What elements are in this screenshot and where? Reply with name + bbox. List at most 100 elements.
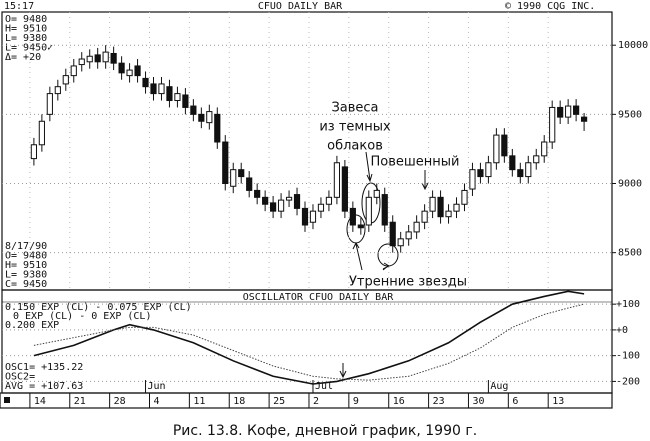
pattern-highlights xyxy=(339,151,429,379)
candle-body xyxy=(325,196,333,205)
y-tick-label: +0 xyxy=(616,325,628,336)
candle-body xyxy=(333,162,341,198)
candle-body xyxy=(349,207,356,226)
info-text: L= 9380 xyxy=(5,270,47,281)
candle-body xyxy=(198,113,205,122)
candle-body xyxy=(94,54,101,63)
candle-body xyxy=(214,113,221,143)
y-tick-label: -200 xyxy=(616,376,640,387)
candle-body xyxy=(461,189,468,205)
candle-body xyxy=(78,58,85,66)
header-text: 15:17 xyxy=(4,1,34,12)
month-label: Jul xyxy=(315,381,333,392)
x-tick-label: 30 xyxy=(472,396,484,407)
candle-body xyxy=(301,207,309,226)
arrow xyxy=(382,262,391,271)
candle-body xyxy=(62,75,69,85)
info-text: L= 9380 xyxy=(5,33,47,44)
oscillator-label: 0 EXP (CL) - 0 EXP (CL) xyxy=(13,311,151,322)
candle-body xyxy=(270,202,277,212)
candle-body xyxy=(166,86,173,102)
candle-body xyxy=(150,83,157,95)
info-text: C= 9450 xyxy=(5,279,47,290)
oscillator-title: OSCILLATOR CFUO DAILY BAR xyxy=(243,292,394,303)
x-tick-label: 2 xyxy=(313,396,319,407)
candle-body xyxy=(509,155,516,171)
candle-body xyxy=(110,52,117,64)
candle-body xyxy=(46,93,53,115)
x-tick-label: 14 xyxy=(34,396,46,407)
x-tick-label: 25 xyxy=(273,396,285,407)
candle-body xyxy=(580,116,588,122)
candle-body xyxy=(445,210,452,218)
candle-body xyxy=(397,238,404,247)
arrow xyxy=(365,151,373,183)
candle-body xyxy=(86,55,93,63)
month-label: Jun xyxy=(148,381,166,392)
info-text: L= 9450✓ xyxy=(5,43,53,54)
candle-body xyxy=(453,203,460,212)
marker xyxy=(4,397,10,403)
info-text: O= 9480 xyxy=(5,251,47,262)
candle-body xyxy=(533,155,540,164)
candle-body xyxy=(190,105,197,115)
month-label: Aug xyxy=(490,381,508,392)
info-text: Δ= +20 xyxy=(5,52,41,63)
candle-body xyxy=(557,106,564,118)
candle-body xyxy=(254,189,261,198)
candle-body xyxy=(429,196,436,212)
candle-body xyxy=(30,144,37,160)
y-tick-label: 10000 xyxy=(618,40,648,51)
header-text: © 1990 CQG INC. xyxy=(505,1,595,12)
y-tick-label: 9500 xyxy=(618,109,642,120)
info-text: H= 9510 xyxy=(5,24,47,35)
candle-body xyxy=(469,169,476,190)
candle-body xyxy=(341,166,348,212)
candle-body xyxy=(517,169,524,178)
candle-body xyxy=(102,51,109,63)
candle-body xyxy=(174,93,181,102)
y-tick-label: -100 xyxy=(616,351,640,362)
candle-body xyxy=(525,162,532,178)
candle-body xyxy=(230,169,237,187)
candle-body xyxy=(317,203,325,212)
candle-body xyxy=(501,134,508,157)
candle-body xyxy=(365,196,372,226)
x-tick-label: 16 xyxy=(393,396,405,407)
candle-body xyxy=(549,106,556,143)
candle-body xyxy=(277,199,285,212)
oscillator-label: 0.150 EXP (CL) - 0.075 EXP (CL) xyxy=(5,302,192,313)
info-text: 8/17/90 xyxy=(5,241,47,252)
annotation: из темных xyxy=(319,120,391,135)
candle-body xyxy=(246,177,253,191)
oscillator-line xyxy=(33,290,585,385)
info-text: H= 9510 xyxy=(5,260,47,271)
candle-body xyxy=(54,86,61,95)
candle-body xyxy=(182,94,189,108)
header-text: CFUO DAILY BAR xyxy=(258,1,343,12)
candle-body xyxy=(357,224,364,229)
candle-body xyxy=(70,65,77,77)
oscillator-readout: AVG = +107.63 xyxy=(5,381,83,392)
info-text: O= 9480 xyxy=(5,14,47,25)
arrow xyxy=(339,363,347,379)
candle-body xyxy=(126,69,133,77)
candle-body xyxy=(293,194,301,209)
candle-body xyxy=(285,196,293,201)
x-tick-label: 6 xyxy=(512,396,518,407)
x-tick-label: 28 xyxy=(114,396,126,407)
x-tick-label: 11 xyxy=(193,396,205,407)
highlight xyxy=(346,214,366,244)
candle-body xyxy=(405,231,412,240)
candle-body xyxy=(437,196,444,218)
candle-body xyxy=(158,83,165,95)
candle-body xyxy=(134,65,141,77)
y-tick-label: +100 xyxy=(616,299,640,310)
y-tick-label: 8500 xyxy=(618,248,642,259)
candle-body xyxy=(373,189,380,198)
oscillator-line xyxy=(33,303,585,381)
annotation: Завеса xyxy=(331,101,378,116)
y-tick-label: 9000 xyxy=(618,179,642,190)
candle-body xyxy=(309,210,317,223)
